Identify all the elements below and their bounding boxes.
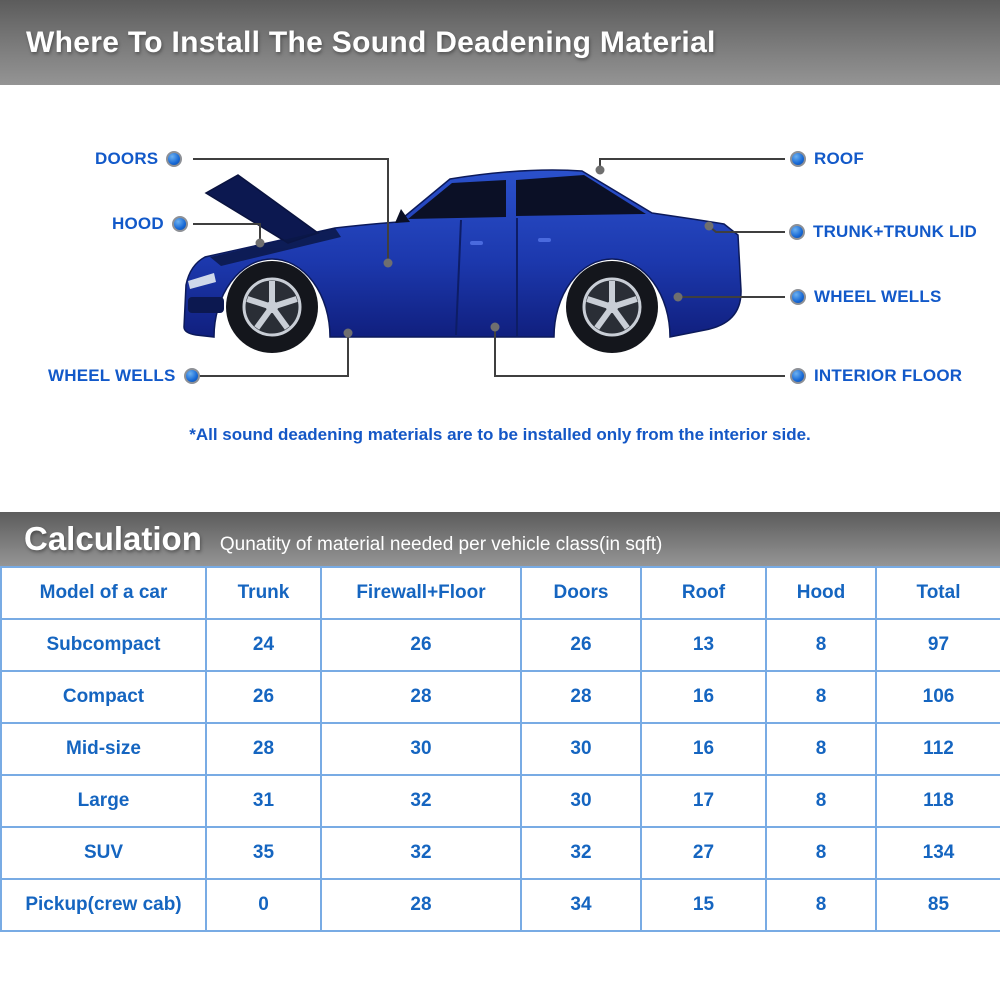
table-cell: 26: [520, 618, 642, 672]
car-illustration: [183, 158, 785, 377]
callout-roof: ROOF: [790, 148, 864, 170]
roof-marker-dot: [790, 151, 806, 167]
table-cell: 8: [765, 618, 877, 672]
roof-label: ROOF: [814, 149, 864, 168]
install-note: *All sound deadening materials are to be…: [189, 425, 811, 444]
table-cell: 16: [640, 722, 767, 776]
column-header-firewall-floor: Firewall+Floor: [320, 566, 522, 620]
row-label: Compact: [0, 670, 207, 724]
table-cell: 8: [765, 878, 877, 932]
wheel-wells-right-label: WHEEL WELLS: [814, 287, 942, 306]
table-cell: 24: [205, 618, 322, 672]
column-header-doors: Doors: [520, 566, 642, 620]
material-table: Model of a car Trunk Firewall+Floor Door…: [0, 566, 1000, 932]
table-cell: 0: [205, 878, 322, 932]
table-cell: 118: [875, 774, 1000, 828]
table-cell: 32: [320, 774, 522, 828]
callout-hood: HOOD: [112, 213, 188, 235]
side-mirror: [395, 209, 410, 223]
table-cell: 28: [320, 878, 522, 932]
front-windows: [408, 180, 506, 219]
row-label: Pickup(crew cab): [0, 878, 207, 932]
table-cell: 134: [875, 826, 1000, 880]
calculation-title: Calculation: [24, 520, 202, 557]
grille: [188, 297, 224, 313]
table-cell: 30: [520, 722, 642, 776]
wheel-wells-left-label: WHEEL WELLS: [48, 366, 176, 385]
calculation-banner: Calculation Qunatity of material needed …: [0, 512, 1000, 566]
interior-floor-label: INTERIOR FLOOR: [814, 366, 963, 385]
table-row: Mid-size 28 30 30 16 8 112: [0, 722, 1000, 776]
table-cell: 26: [205, 670, 322, 724]
table-cell: 35: [205, 826, 322, 880]
table-header-row: Model of a car Trunk Firewall+Floor Door…: [0, 566, 1000, 620]
table-row: Subcompact 24 26 26 13 8 97: [0, 618, 1000, 672]
wheel-wells-right-marker-dot: [790, 289, 806, 305]
column-header-hood: Hood: [765, 566, 877, 620]
column-header-total: Total: [875, 566, 1000, 620]
trunk-marker-dot: [789, 224, 805, 240]
row-label: Mid-size: [0, 722, 207, 776]
table-cell: 28: [205, 722, 322, 776]
table-cell: 30: [320, 722, 522, 776]
table-cell: 16: [640, 670, 767, 724]
table-cell: 32: [320, 826, 522, 880]
attachment-dots: [255, 165, 714, 338]
table-cell: 97: [875, 618, 1000, 672]
table-cell: 30: [520, 774, 642, 828]
table-cell: 15: [640, 878, 767, 932]
callout-wheel-wells-left: WHEEL WELLS: [48, 365, 200, 387]
table-row: Compact 26 28 28 16 8 106: [0, 670, 1000, 724]
table-row: Large 31 32 30 17 8 118: [0, 774, 1000, 828]
doors-marker-dot: [166, 151, 183, 167]
table-cell: 13: [640, 618, 767, 672]
calculation-subtitle: Qunatity of material needed per vehicle …: [219, 534, 663, 555]
table-cell: 26: [320, 618, 522, 672]
table-cell: 32: [520, 826, 642, 880]
wheel-wells-left-marker-dot: [183, 368, 200, 384]
rear-windows: [516, 175, 646, 216]
table-cell: 85: [875, 878, 1000, 932]
interior-floor-marker-dot: [790, 368, 806, 384]
callout-wheel-wells-right: WHEEL WELLS: [790, 286, 942, 308]
row-label: Large: [0, 774, 207, 828]
table-cell: 8: [765, 722, 877, 776]
car-body: [183, 169, 742, 338]
doors-label: DOORS: [95, 149, 159, 168]
table-row: SUV 35 32 32 27 8 134: [0, 826, 1000, 880]
table-cell: 8: [765, 826, 877, 880]
table-cell: 106: [875, 670, 1000, 724]
hood-label: HOOD: [112, 214, 164, 233]
table-cell: 8: [765, 670, 877, 724]
top-banner: Where To Install The Sound Deadening Mat…: [0, 0, 1000, 85]
install-diagram: DOORS HOOD WHEEL WELLS ROOF TRUNK+TRUNK …: [0, 85, 1000, 463]
table-row: Pickup(crew cab) 0 28 34 15 8 85: [0, 878, 1000, 932]
table-cell: 17: [640, 774, 767, 828]
headlight: [188, 273, 216, 289]
table-cell: 112: [875, 722, 1000, 776]
table-cell: 34: [520, 878, 642, 932]
callout-doors: DOORS: [95, 148, 183, 170]
callout-interior-floor: INTERIOR FLOOR: [790, 365, 962, 387]
column-header-model: Model of a car: [0, 566, 207, 620]
callout-lines: [193, 158, 785, 377]
row-label: Subcompact: [0, 618, 207, 672]
table-cell: 8: [765, 774, 877, 828]
column-header-roof: Roof: [640, 566, 767, 620]
hood-marker-dot: [171, 216, 188, 232]
front-wheel: [226, 261, 318, 353]
callout-trunk: TRUNK+TRUNK LID: [789, 221, 977, 243]
rear-wheel: [566, 261, 658, 353]
table-cell: 28: [320, 670, 522, 724]
table-cell: 31: [205, 774, 322, 828]
row-label: SUV: [0, 826, 207, 880]
trunk-label: TRUNK+TRUNK LID: [813, 222, 978, 241]
column-header-trunk: Trunk: [205, 566, 322, 620]
open-hood: [204, 174, 320, 244]
page-title: Where To Install The Sound Deadening Mat…: [26, 25, 716, 59]
table-cell: 27: [640, 826, 767, 880]
table-cell: 28: [520, 670, 642, 724]
